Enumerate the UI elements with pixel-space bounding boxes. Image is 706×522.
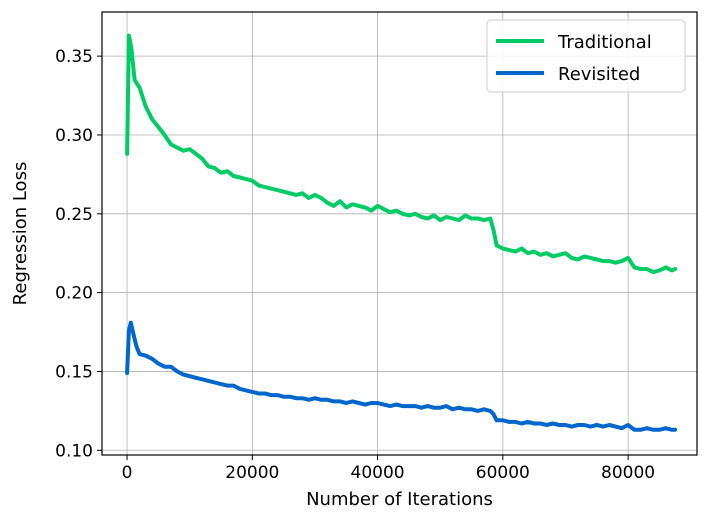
y-ticks: 0.10 0.15 0.20 0.25 0.30 0.35 (55, 47, 102, 461)
y-tick-label: 0.15 (55, 362, 93, 382)
legend: Traditional Revisited (486, 19, 686, 93)
y-tick-label: 0.30 (55, 126, 93, 146)
series-line-revisited (125, 320, 678, 432)
legend-label-traditional: Traditional (557, 32, 652, 53)
y-tick-label: 0.25 (55, 205, 93, 225)
x-tick-label: 80000 (601, 463, 655, 483)
x-axis-label: Number of Iterations (306, 489, 493, 510)
y-tick-label: 0.35 (55, 47, 93, 67)
series-lines (125, 33, 678, 432)
x-tick-label: 40000 (351, 463, 405, 483)
series-line-traditional (125, 33, 678, 275)
x-tick-label: 60000 (476, 463, 530, 483)
x-tick-label: 20000 (225, 463, 279, 483)
legend-label-revisited: Revisited (558, 64, 640, 85)
y-axis-label: Regression Loss (10, 162, 31, 306)
x-ticks: 0 20000 40000 60000 80000 (122, 455, 655, 483)
plot-frame (101, 11, 698, 456)
x-tick-label: 0 (122, 463, 133, 483)
y-tick-label: 0.10 (55, 441, 93, 461)
y-tick-label: 0.20 (55, 284, 93, 304)
